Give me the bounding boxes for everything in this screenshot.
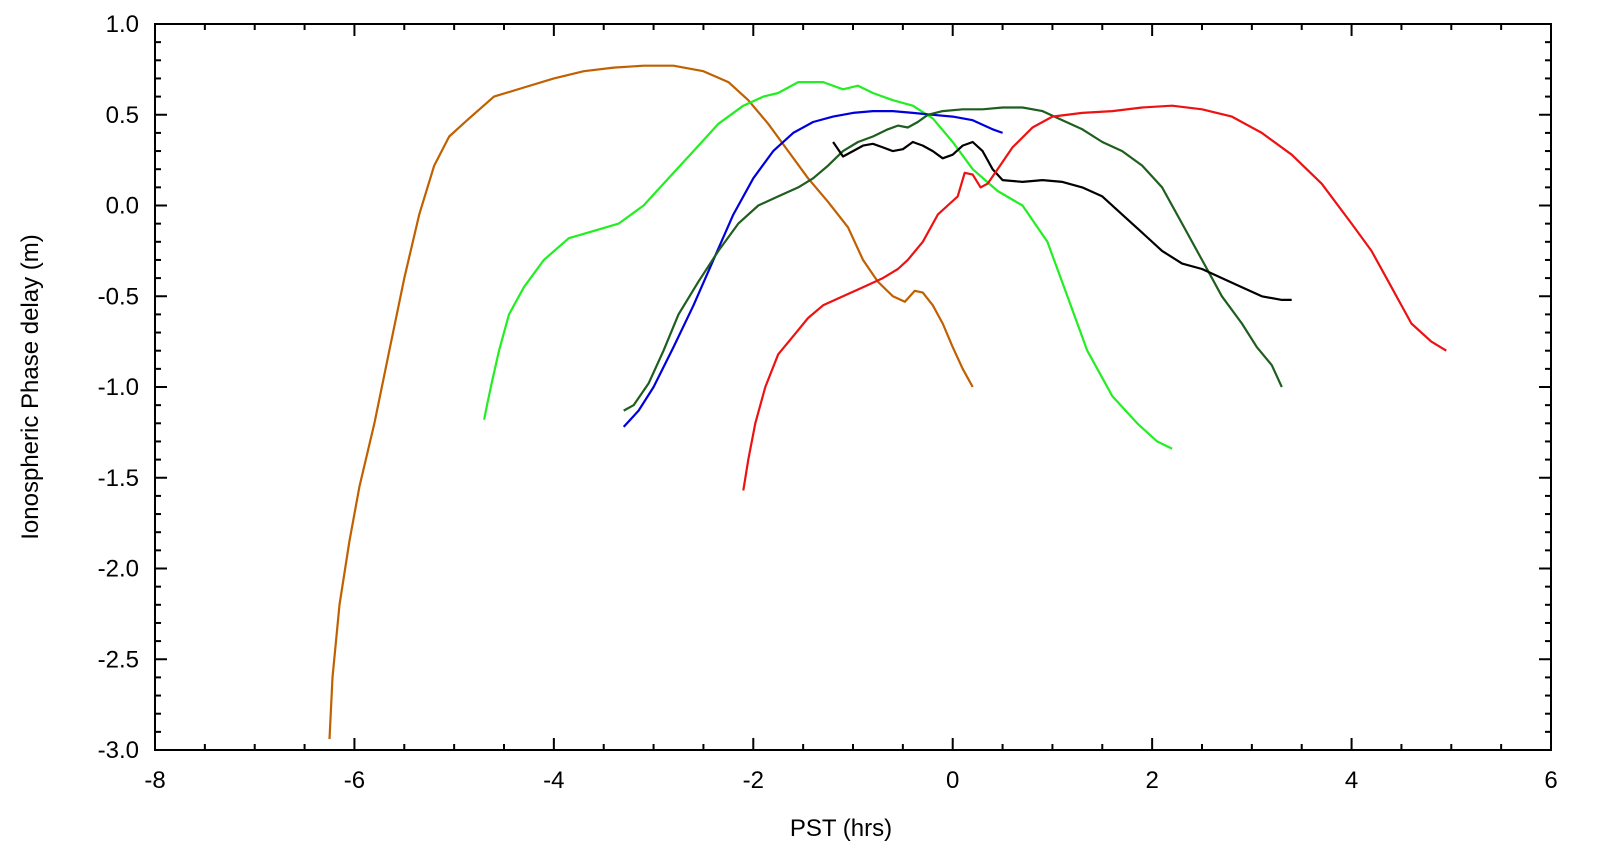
y-axis-label: Ionospheric Phase delay (m) xyxy=(17,234,44,539)
y-tick-label: -0.5 xyxy=(98,283,139,310)
x-axis-label: PST (hrs) xyxy=(790,815,892,842)
series-line-3 xyxy=(622,110,1003,428)
y-tick-label: -1.0 xyxy=(98,374,139,401)
y-tick-label: 0.5 xyxy=(106,102,139,129)
x-tick-label: 4 xyxy=(1345,767,1358,794)
series-line-4 xyxy=(623,106,1283,412)
x-tick-label: 0 xyxy=(946,767,959,794)
series-line-5 xyxy=(832,140,1292,301)
x-tick-label: 6 xyxy=(1544,767,1557,794)
y-tick-label: -2.0 xyxy=(98,556,139,583)
y-tick-label: -1.5 xyxy=(98,465,139,492)
series-line-6 xyxy=(742,104,1447,491)
y-tick-label: -3.0 xyxy=(98,737,139,764)
x-tick-label: 2 xyxy=(1145,767,1158,794)
tick-label-layer: -8 -6 -4 -2 0 2 4 6 1.0 0.5 0.0 -0.5 -1.0 -1.5 -2.0 -2.… xyxy=(98,11,1558,794)
series-line-1 xyxy=(328,64,974,740)
y-tick-label: 1.0 xyxy=(106,11,139,38)
series-line-2 xyxy=(483,81,1173,450)
x-tick-label: -4 xyxy=(543,767,564,794)
tick-layer xyxy=(154,23,1552,751)
y-tick-label: -2.5 xyxy=(98,646,139,673)
plot-frame xyxy=(154,23,1552,751)
x-tick-label: -2 xyxy=(743,767,764,794)
y-tick-label: 0.0 xyxy=(106,193,139,220)
x-tick-label: -6 xyxy=(344,767,365,794)
series-layer xyxy=(328,64,1447,740)
x-tick-label: -8 xyxy=(144,767,165,794)
